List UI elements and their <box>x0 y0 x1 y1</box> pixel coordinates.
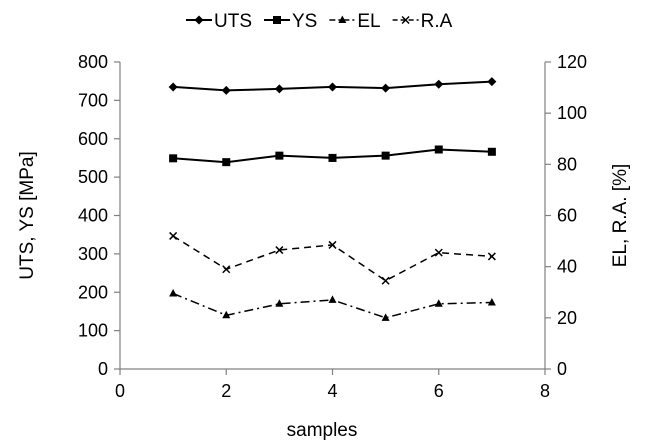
y-axis-title-left: UTS, YS [MPa] <box>17 151 38 279</box>
y-tick-label-left: 100 <box>78 321 108 341</box>
x-tick-label: 8 <box>540 381 550 401</box>
y-tick-label-left: 0 <box>98 359 108 379</box>
data-point-r-a <box>381 276 390 285</box>
x-tick-label: 4 <box>327 381 337 401</box>
x-tick-label: 2 <box>221 381 231 401</box>
x-tick-label: 0 <box>115 381 125 401</box>
data-point-ys <box>328 153 337 162</box>
data-point-ys <box>275 151 284 160</box>
legend-marker-r-a <box>401 15 410 25</box>
data-point-el <box>328 295 337 303</box>
legend-marker-el <box>338 15 347 23</box>
data-point-ys <box>169 154 178 163</box>
y-tick-label-right: 0 <box>557 359 567 379</box>
data-point-uts <box>168 82 178 92</box>
data-point-ys <box>434 145 443 154</box>
data-point-uts <box>434 79 444 89</box>
data-point-r-a <box>275 246 284 255</box>
y-tick-label-left: 400 <box>78 206 108 226</box>
data-point-r-a <box>487 252 496 261</box>
data-point-uts <box>381 83 391 93</box>
data-point-uts <box>328 82 337 92</box>
data-point-uts <box>221 85 231 95</box>
legend-label-el: EL <box>357 11 380 32</box>
y-tick-label-left: 800 <box>78 52 108 72</box>
x-tick-label: 6 <box>434 381 444 401</box>
data-point-ys <box>381 151 390 160</box>
y-tick-label-left: 500 <box>78 167 108 187</box>
y-tick-label-left: 300 <box>78 244 108 264</box>
y-tick-label-right: 40 <box>557 257 577 277</box>
data-point-el <box>222 310 231 319</box>
y-tick-label-left: 600 <box>78 129 108 149</box>
data-point-ys <box>222 158 231 167</box>
data-point-el <box>487 297 496 306</box>
data-point-uts <box>487 77 497 87</box>
data-point-ys <box>487 147 496 156</box>
legend-label-r-a: R.A <box>421 11 453 32</box>
data-point-r-a <box>169 231 178 240</box>
y-tick-label-left: 700 <box>78 90 108 110</box>
legend-label-ys: YS <box>292 11 317 32</box>
data-point-r-a <box>328 240 337 249</box>
y-tick-label-right: 100 <box>557 103 587 123</box>
y-tick-label-left: 200 <box>78 282 108 302</box>
data-point-el <box>381 313 390 321</box>
data-point-r-a <box>222 265 231 274</box>
y-tick-label-right: 60 <box>557 206 577 226</box>
legend-marker-ys <box>273 16 281 24</box>
y-tick-label-right: 120 <box>557 52 587 72</box>
legend-marker-uts <box>194 15 204 25</box>
data-point-uts <box>274 84 284 94</box>
data-point-el <box>275 299 284 307</box>
y-axis-title-right: EL, R.A. [%] <box>610 164 631 267</box>
y-tick-label-right: 80 <box>557 154 577 174</box>
x-axis-title: samples <box>287 420 358 441</box>
y-tick-label-right: 20 <box>557 308 577 328</box>
legend-label-uts: UTS <box>214 11 252 32</box>
series-line-r-a <box>172 235 492 282</box>
data-point-r-a <box>434 248 443 257</box>
data-point-el <box>434 299 443 307</box>
data-point-el <box>169 289 178 297</box>
